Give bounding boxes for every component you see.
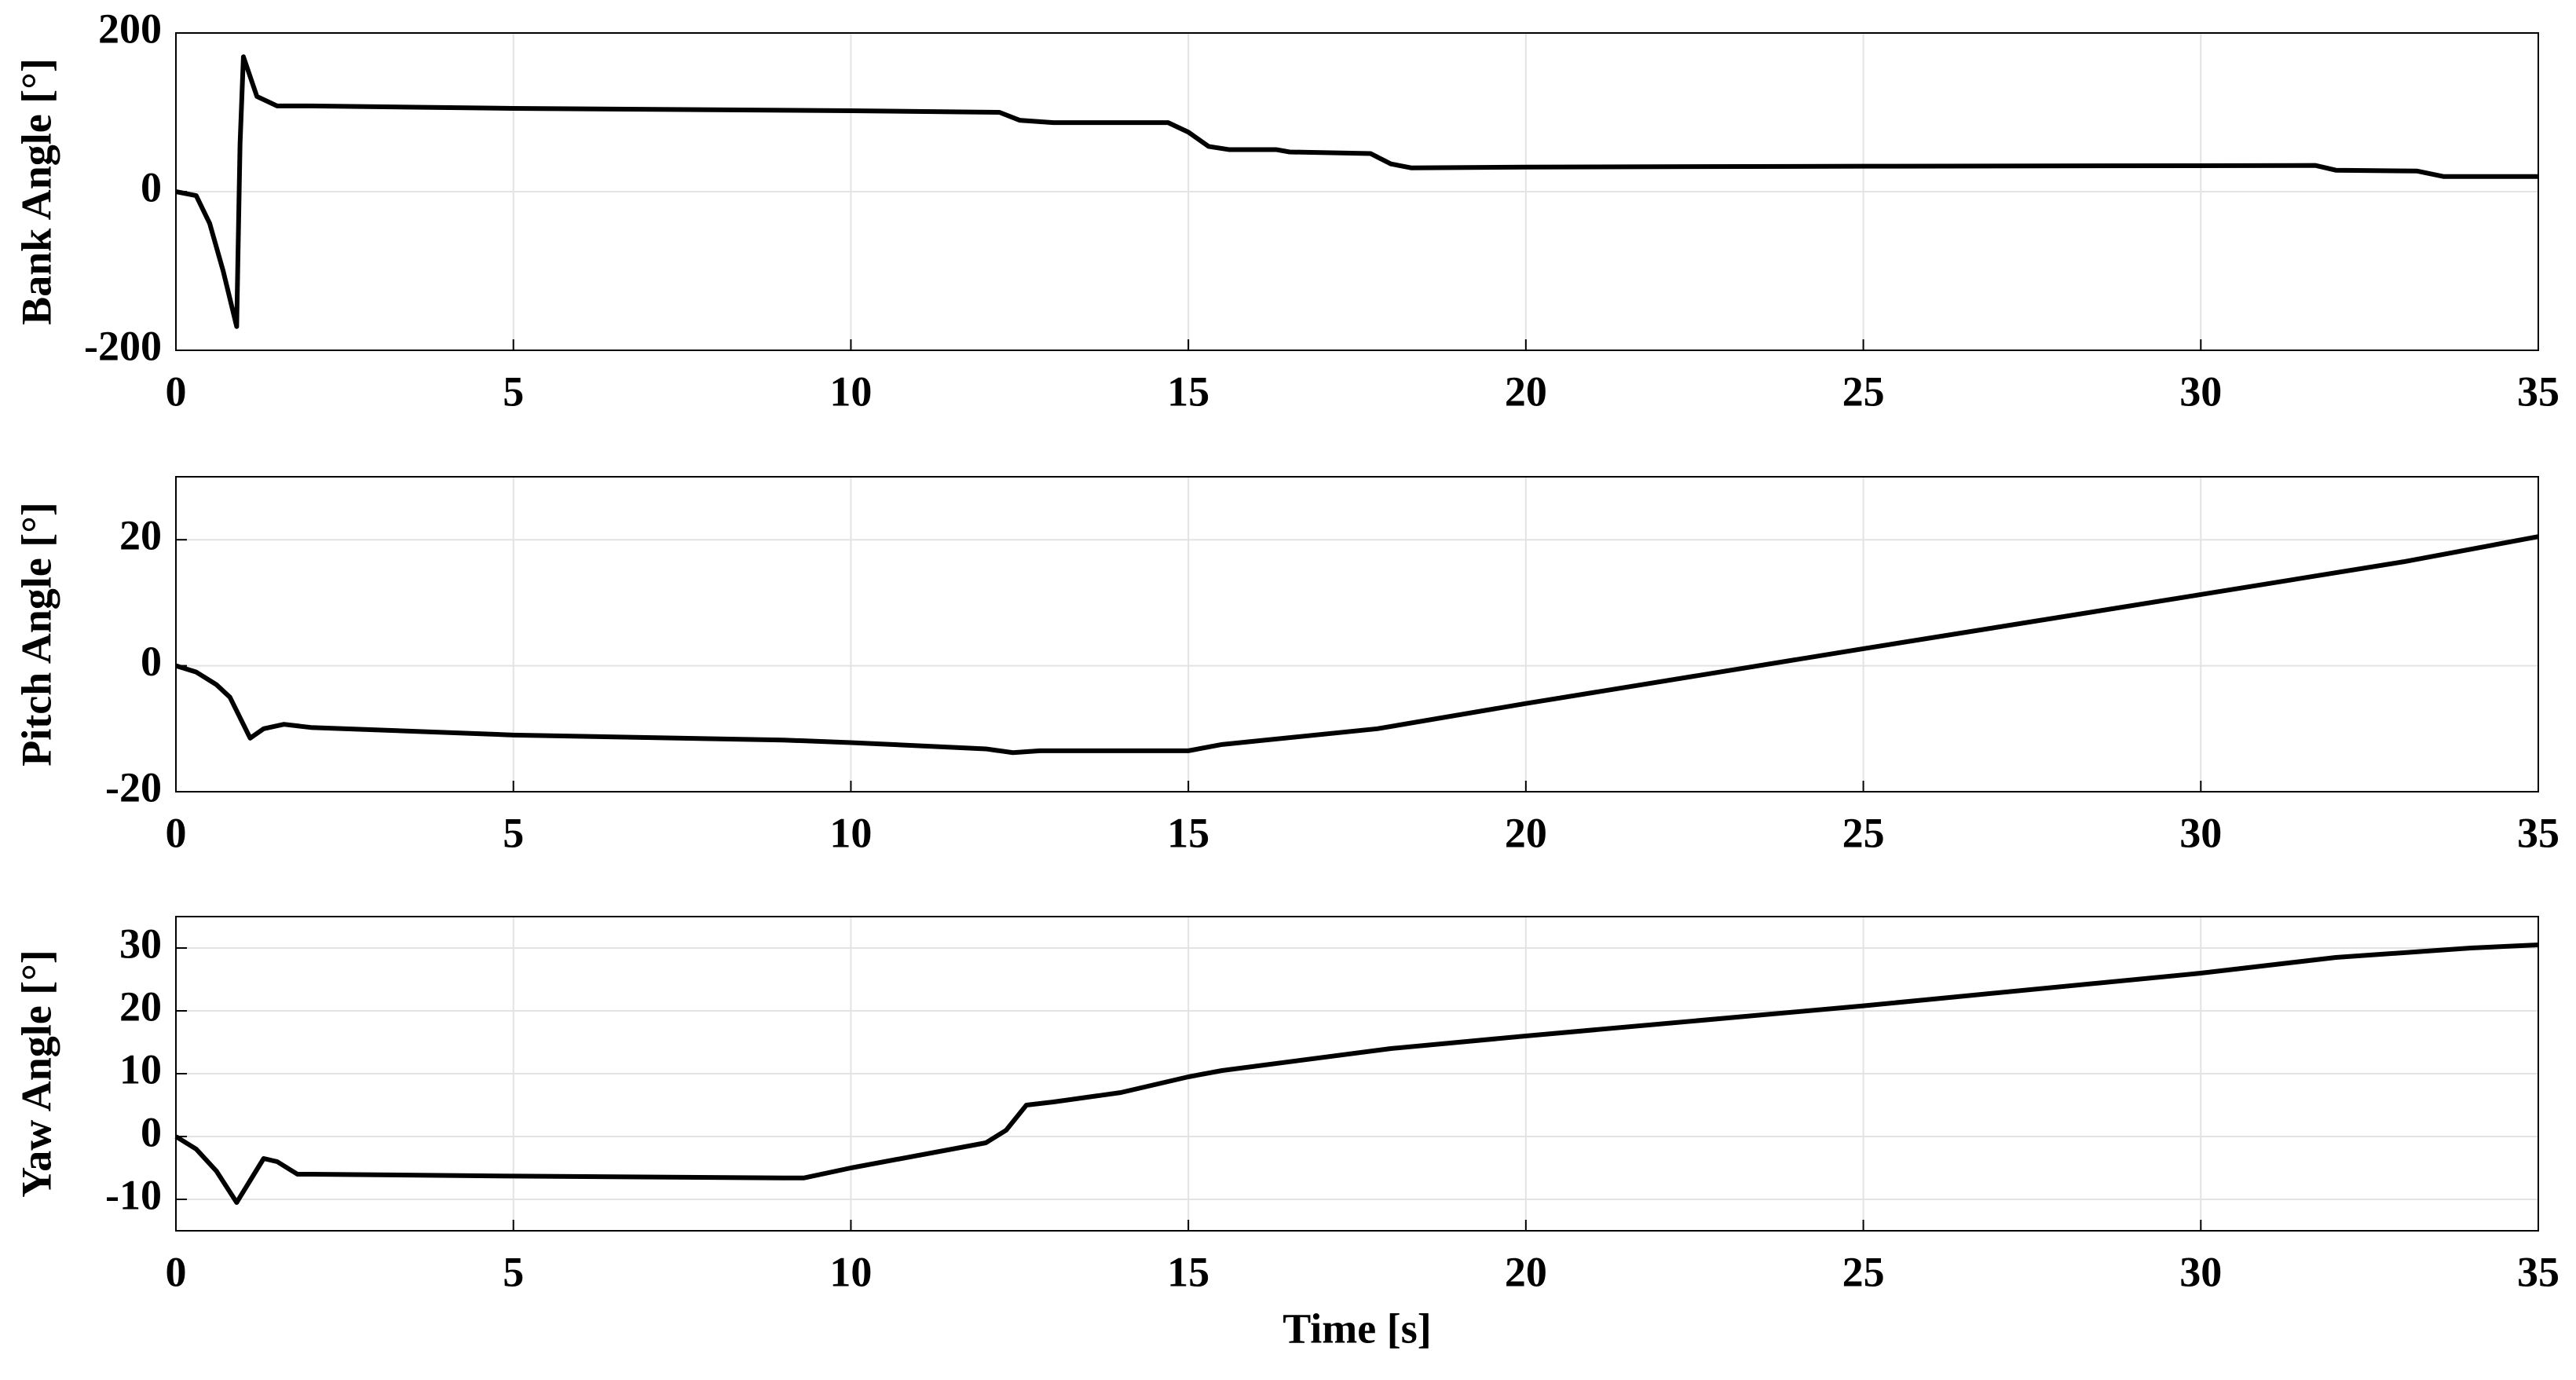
- x-tick-label: 5: [503, 809, 524, 856]
- x-tick-label: 10: [829, 1248, 872, 1295]
- y-tick-label: 20: [119, 512, 162, 559]
- y-tick-label: 30: [119, 920, 162, 967]
- x-tick-label: 5: [503, 368, 524, 415]
- x-tick-label: 10: [829, 809, 872, 856]
- x-tick-label: 10: [829, 368, 872, 415]
- x-tick-label: 30: [2179, 368, 2222, 415]
- x-tick-label: 0: [166, 809, 187, 856]
- x-axis-label: Time [s]: [1283, 1305, 1431, 1352]
- y-tick-label: 0: [141, 163, 162, 210]
- x-tick-label: 15: [1167, 809, 1209, 856]
- x-tick-label: 25: [1842, 368, 1885, 415]
- y-tick-label: 0: [141, 1108, 162, 1155]
- y-tick-label: 10: [119, 1045, 162, 1093]
- y-tick-label: 200: [98, 5, 162, 52]
- x-tick-label: 35: [2517, 368, 2560, 415]
- y-axis-label: Yaw Angle [°]: [13, 950, 60, 1198]
- plot-frame: [175, 476, 2539, 792]
- y-tick-label: -20: [105, 763, 162, 811]
- x-tick-label: 25: [1842, 809, 1885, 856]
- data-line: [175, 54, 2538, 329]
- x-tick-label: 0: [166, 368, 187, 415]
- y-tick-label: -10: [105, 1171, 162, 1218]
- y-tick-label: 0: [141, 638, 162, 685]
- x-tick-label: 35: [2517, 1248, 2560, 1295]
- x-tick-label: 30: [2179, 1248, 2222, 1295]
- y-tick-label: -200: [84, 322, 162, 369]
- x-tick-label: 25: [1842, 1248, 1885, 1295]
- x-tick-label: 5: [503, 1248, 524, 1295]
- plot-frame: [175, 916, 2539, 1232]
- plot-area: [176, 477, 2538, 792]
- y-axis-label: Pitch Angle [°]: [13, 502, 60, 767]
- x-tick-label: 30: [2179, 809, 2222, 856]
- x-tick-label: 15: [1167, 1248, 1209, 1295]
- x-tick-label: 15: [1167, 368, 1209, 415]
- x-tick-label: 20: [1505, 368, 1547, 415]
- y-axis-label: Bank Angle [°]: [13, 58, 60, 325]
- data-line: [175, 534, 2539, 756]
- y-tick-label: 20: [119, 983, 162, 1030]
- x-tick-label: 0: [166, 1248, 187, 1295]
- data-line: [174, 943, 2539, 1205]
- x-tick-label: 20: [1505, 809, 1547, 856]
- x-tick-label: 35: [2517, 809, 2560, 856]
- x-tick-label: 20: [1505, 1248, 1547, 1295]
